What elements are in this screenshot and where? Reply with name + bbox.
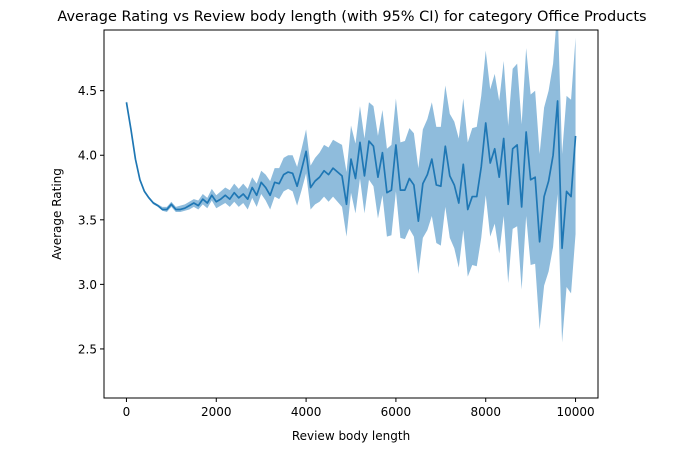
x-axis: 0 2000 4000 6000 8000 10000 xyxy=(123,398,595,419)
x-tick-label: 6000 xyxy=(381,405,412,419)
y-axis: 2.5 3.0 3.5 4.0 4.5 xyxy=(78,84,104,356)
x-axis-label: Review body length xyxy=(292,429,410,443)
series-line-0 xyxy=(125,100,577,250)
x-tick-label: 2000 xyxy=(201,405,232,419)
x-tick-label: 4000 xyxy=(291,405,322,419)
y-tick-label: 3.0 xyxy=(78,278,97,292)
plot-area xyxy=(125,30,577,343)
y-tick-label: 4.0 xyxy=(78,149,97,163)
y-tick-label: 2.5 xyxy=(78,342,97,356)
y-axis-label: Average Rating xyxy=(50,168,64,260)
x-tick-label: 0 xyxy=(123,405,131,419)
x-tick-label: 8000 xyxy=(470,405,501,419)
y-tick-label: 3.5 xyxy=(78,213,97,227)
confidence-band-0 xyxy=(126,30,576,343)
y-tick-label: 4.5 xyxy=(78,84,97,98)
chart-title: Average Rating vs Review body length (wi… xyxy=(57,9,646,25)
x-tick-label: 10000 xyxy=(556,405,594,419)
plot-frame xyxy=(103,29,599,399)
